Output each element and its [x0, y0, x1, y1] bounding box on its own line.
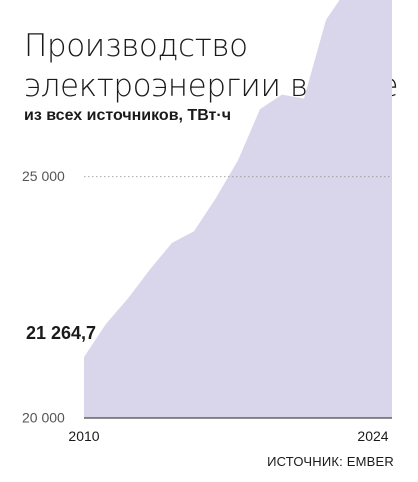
x-tick-label: 2010 — [68, 428, 99, 444]
chart-subtitle: из всех источников, ТВт·ч — [24, 107, 231, 124]
x-tick-label: 2024 — [357, 428, 388, 444]
data-label-start: 21 264,7 — [26, 323, 96, 343]
area-series — [84, 0, 392, 418]
y-tick-label: 25 000 — [22, 168, 65, 184]
source-credit: ИСТОЧНИК: EMBER — [267, 454, 394, 469]
y-tick-label: 20 000 — [22, 410, 65, 426]
chart-title-line-1: Производство — [24, 28, 248, 64]
